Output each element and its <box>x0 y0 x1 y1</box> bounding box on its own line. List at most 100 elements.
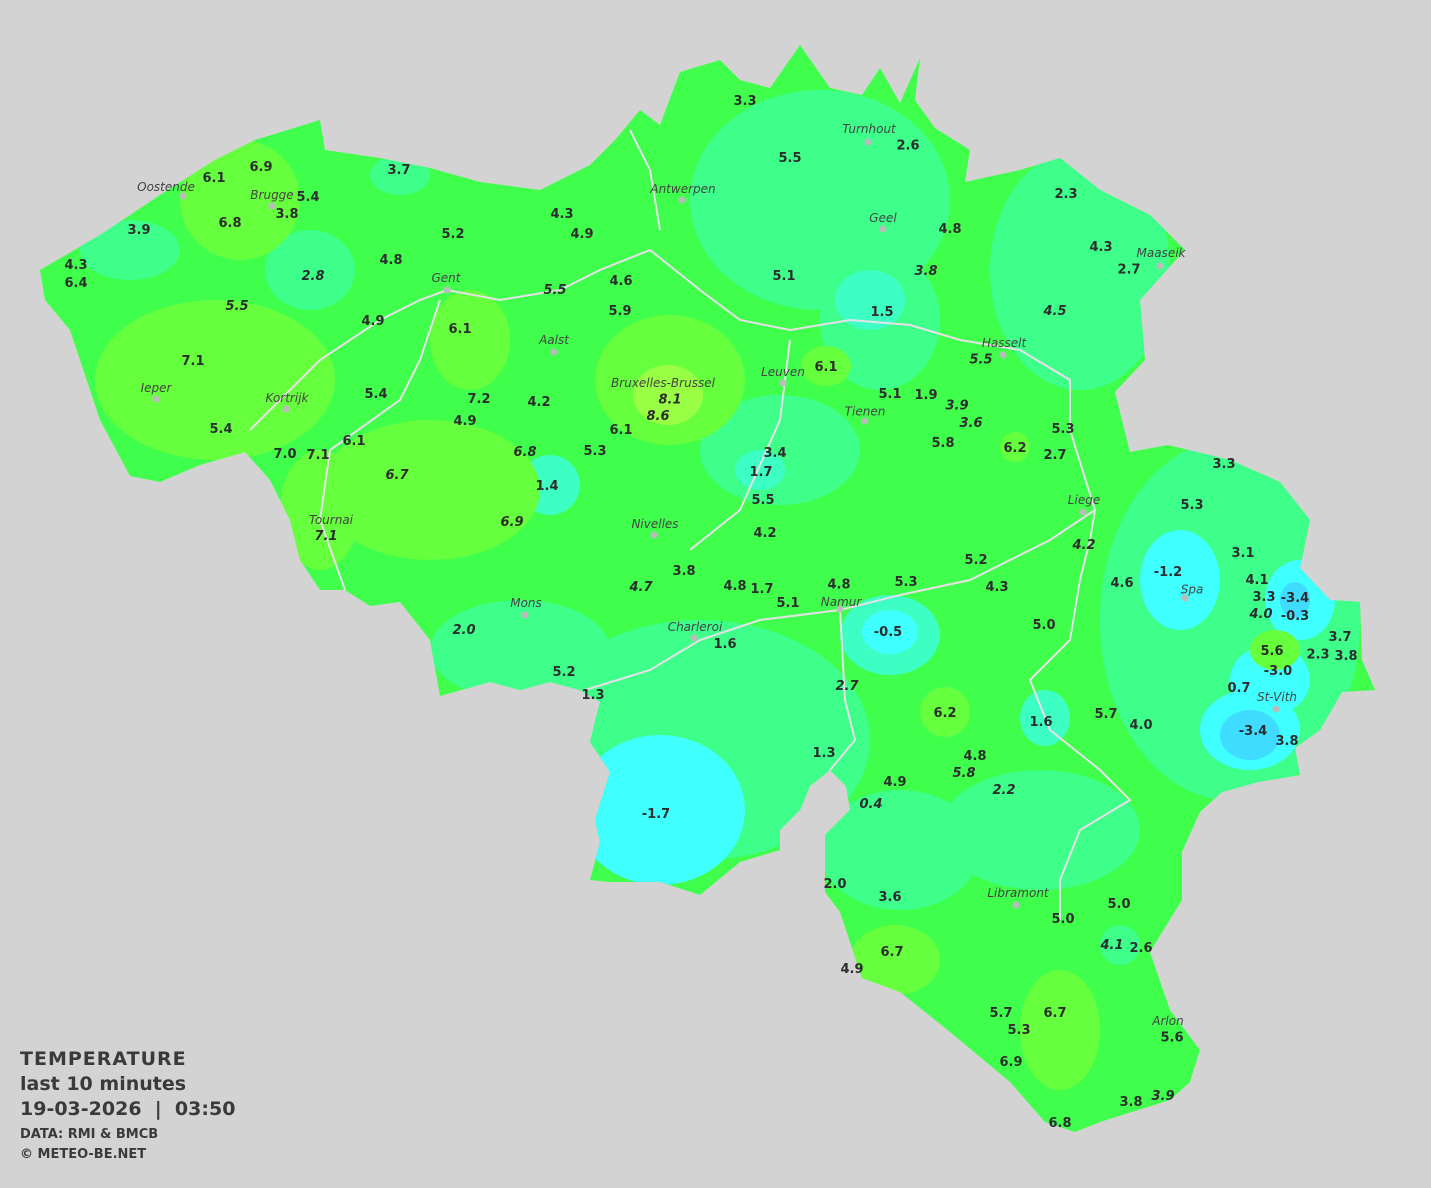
temperature-reading: 5.3 <box>1051 422 1074 437</box>
temperature-reading: 4.1 <box>1245 573 1268 588</box>
contour-warm <box>801 346 851 386</box>
city-dot <box>1079 508 1087 516</box>
temperature-reading: 5.7 <box>1094 707 1117 722</box>
temperature-reading: 5.2 <box>964 553 987 568</box>
temperature-reading: 6.8 <box>218 216 241 231</box>
temperature-reading: 5.5 <box>751 493 774 508</box>
temperature-reading: 4.8 <box>938 222 961 237</box>
temperature-reading: 5.5 <box>225 299 248 314</box>
temperature-reading: 5.4 <box>296 190 319 205</box>
temperature-reading: 3.9 <box>1151 1089 1174 1104</box>
city-dot <box>1012 901 1020 909</box>
temperature-reading: 4.9 <box>883 775 906 790</box>
contour-warm <box>280 450 360 570</box>
temperature-reading: 2.0 <box>452 623 475 638</box>
city-dot <box>690 634 698 642</box>
city-label: Brugge <box>250 188 293 202</box>
city-dot <box>678 196 686 204</box>
temperature-reading: 2.7 <box>1117 262 1140 277</box>
temperature-reading: 2.6 <box>896 138 919 153</box>
city-dot <box>443 286 451 294</box>
temperature-reading: 4.2 <box>1071 538 1095 553</box>
temperature-reading: 6.7 <box>1043 1006 1066 1021</box>
temperature-reading: 1.7 <box>749 465 772 480</box>
map-title: TEMPERATURE <box>20 1048 187 1070</box>
temperature-reading: 3.8 <box>672 564 695 579</box>
contour-mild <box>1100 440 1360 800</box>
data-source: DATA: RMI & BMCB <box>20 1127 159 1142</box>
city-dot <box>268 202 276 210</box>
contour-very-cold <box>1220 710 1280 760</box>
temperature-reading: 5.4 <box>209 422 232 437</box>
temperature-reading: -3.4 <box>1281 591 1309 606</box>
temperature-reading: 5.0 <box>1032 618 1055 633</box>
contour-warm <box>180 140 300 260</box>
temperature-reading: 2.6 <box>1129 941 1152 956</box>
temperature-reading: 4.2 <box>527 395 550 410</box>
city-label: Geel <box>869 211 897 225</box>
temperature-reading: 3.6 <box>959 416 982 431</box>
city-label: Gent <box>432 271 462 285</box>
temperature-reading: 4.6 <box>609 274 632 289</box>
temperature-reading: 3.6 <box>878 890 901 905</box>
temperature-reading: 4.2 <box>753 526 776 541</box>
temperature-reading: 1.9 <box>914 388 937 403</box>
contour-mild <box>990 150 1170 390</box>
contour-warm <box>920 687 970 737</box>
city-label: Leuven <box>761 365 805 379</box>
temperature-reading: 3.9 <box>945 398 968 413</box>
temperature-reading: 6.2 <box>933 706 956 721</box>
temperature-reading: -1.7 <box>642 807 670 822</box>
temperature-reading: 2.7 <box>835 679 859 694</box>
temperature-reading: 4.6 <box>1110 576 1133 591</box>
temperature-reading: 6.9 <box>999 1055 1022 1070</box>
city-label: Kortrijk <box>266 391 310 405</box>
city-dot <box>650 531 658 539</box>
contour-cool <box>735 450 785 490</box>
temperature-reading: 5.2 <box>552 665 575 680</box>
temperature-reading: 3.7 <box>1328 630 1351 645</box>
contour-warm <box>320 420 540 560</box>
city-dot <box>1181 594 1189 602</box>
temperature-reading: 6.1 <box>814 360 837 375</box>
temperature-reading: 7.1 <box>314 529 337 544</box>
temperature-reading: 5.3 <box>1180 498 1203 513</box>
temperature-reading: 6.2 <box>1003 441 1026 456</box>
temperature-reading: 5.9 <box>608 304 631 319</box>
temperature-reading: 4.3 <box>1089 240 1112 255</box>
temperature-reading: 4.3 <box>985 580 1008 595</box>
temperature-reading: -3.0 <box>1264 664 1292 679</box>
river <box>249 248 1132 920</box>
city-dot <box>550 348 558 356</box>
temperature-reading: -1.2 <box>1154 565 1182 580</box>
city-label: Maaseik <box>1137 246 1187 260</box>
temperature-reading: 6.4 <box>64 276 87 291</box>
temperature-reading: 6.8 <box>513 445 536 460</box>
temperature-reading: 6.1 <box>448 322 471 337</box>
temperature-reading: 6.1 <box>609 423 632 438</box>
city-label: Mons <box>510 596 542 610</box>
temperature-reading: 4.8 <box>963 749 986 764</box>
contour-warm <box>1000 432 1030 462</box>
temperature-reading: 5.1 <box>878 387 901 402</box>
temperature-reading: 6.9 <box>500 515 523 530</box>
temperature-reading: 6.7 <box>385 468 409 483</box>
temperature-reading: 5.5 <box>969 352 992 367</box>
temperature-reading: 5.0 <box>1051 912 1074 927</box>
temperature-reading: 1.7 <box>750 582 773 597</box>
temperature-reading: -3.4 <box>1239 724 1267 739</box>
city-label: Bruxelles-Brussel <box>611 376 716 390</box>
temperature-reading: 0.4 <box>859 797 882 812</box>
station-readings: 3.3 5.5 2.6 3.7 6.9 6.1 5.4 3.8 3.9 6.8 4.3 6.4 4.3 4… <box>64 94 1357 1131</box>
temperature-reading: 6.9 <box>249 160 272 175</box>
city-dot <box>1156 262 1164 270</box>
river <box>829 609 857 771</box>
temperature-reading: 5.2 <box>441 227 464 242</box>
temperature-reading: 5.8 <box>952 766 975 781</box>
temperature-reading: 2.8 <box>301 269 324 284</box>
contour-warm <box>1250 630 1300 670</box>
city-label: Hasselt <box>982 336 1028 350</box>
temperature-reading: 2.3 <box>1306 647 1329 662</box>
